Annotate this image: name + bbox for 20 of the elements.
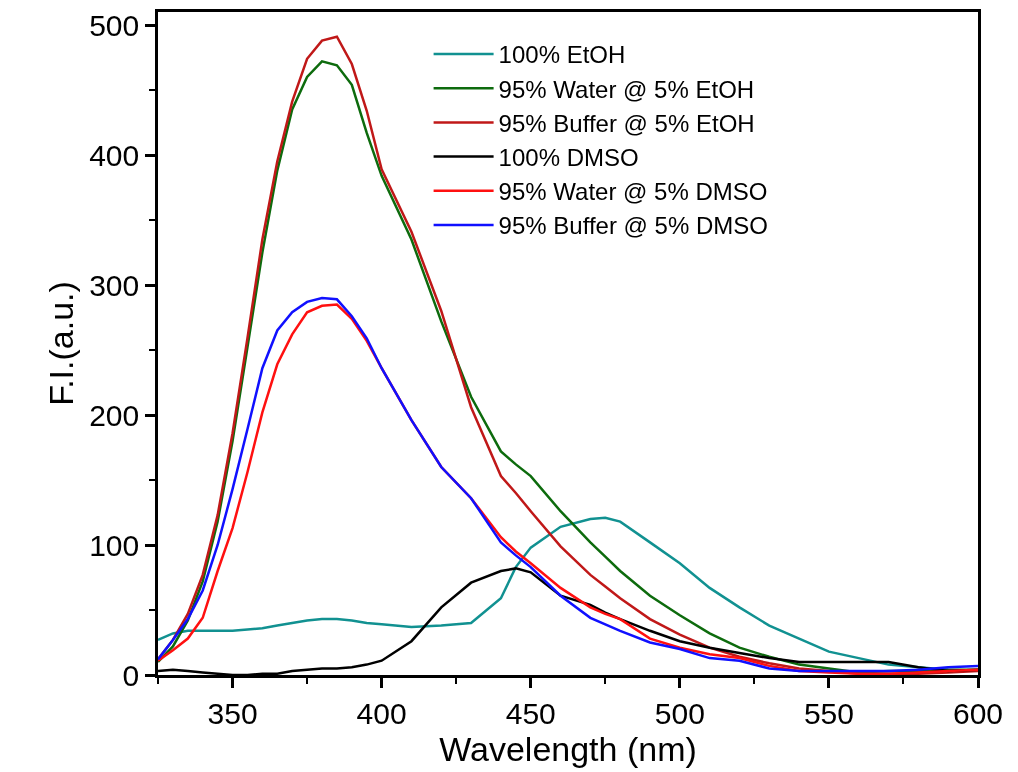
x-tick-label: 550	[803, 696, 854, 730]
legend-label: 95% Buffer @ 5% DMSO	[498, 212, 768, 240]
legend-label: 95% Water @ 5% DMSO	[498, 178, 768, 206]
y-tick-label: 400	[89, 138, 140, 172]
x-tick-label: 400	[356, 696, 407, 730]
y-tick-label: 300	[89, 268, 140, 302]
y-axis-title: F.I.(a.u.)	[41, 281, 80, 406]
x-tick-label: 500	[654, 696, 705, 730]
x-tick-label: 600	[952, 696, 1004, 730]
x-tick-label: 350	[207, 696, 258, 730]
legend-label: 95% Buffer @ 5% EtOH	[498, 109, 755, 137]
legend-label: 100% DMSO	[498, 143, 639, 171]
x-axis-title: Wavelength (nm)	[439, 729, 697, 768]
y-tick-label: 200	[89, 398, 140, 432]
x-tick-label: 450	[505, 696, 556, 730]
y-tick-label: 100	[89, 528, 140, 562]
y-tick-label: 0	[122, 658, 140, 692]
legend-label: 100% EtOH	[498, 41, 626, 69]
y-tick-label: 500	[89, 8, 140, 42]
legend-label: 95% Water @ 5% EtOH	[498, 75, 755, 103]
